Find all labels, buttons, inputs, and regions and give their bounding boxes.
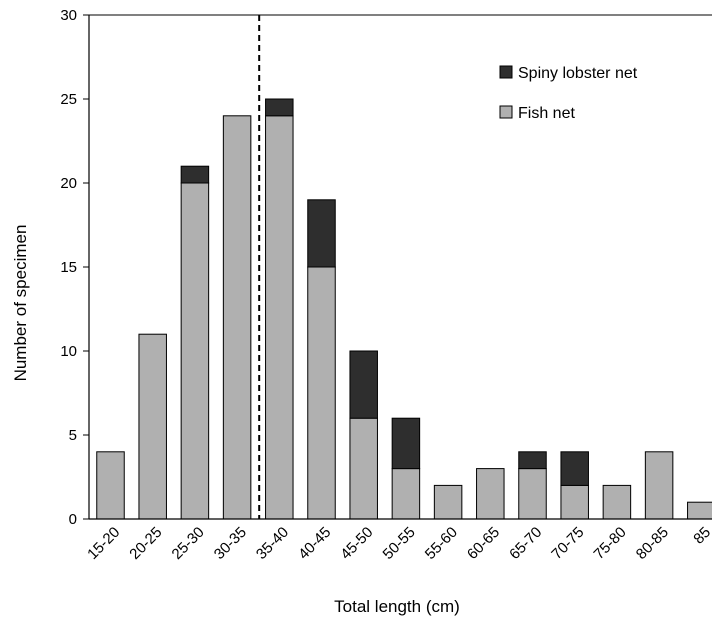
bar-spiny-lobster-net — [307, 199, 336, 268]
x-tick-label: 75-80 — [591, 524, 630, 563]
bars-layer — [96, 98, 712, 520]
x-axis-title: Total length (cm) — [334, 597, 460, 616]
y-axis-ticks: 0 5 10 15 20 25 30 — [60, 7, 89, 528]
y-tick-label: 30 — [60, 7, 77, 24]
bar-fish-net — [560, 484, 589, 520]
bar-spiny-lobster-net — [349, 350, 378, 419]
bar-spiny-lobster-net — [180, 165, 210, 184]
y-tick-label: 0 — [69, 511, 77, 528]
x-tick-label: 25-30 — [169, 524, 208, 563]
legend-swatch — [499, 105, 513, 119]
bar-fish-net — [222, 115, 252, 520]
y-tick-label: 5 — [69, 427, 77, 444]
x-axis-tick-labels: 15-20 20-25 25-30 30-35 35-40 40-45 45-50 50-55… — [84, 524, 712, 563]
x-tick-label: 45-50 — [337, 524, 376, 563]
bar-fish-net — [687, 501, 712, 520]
x-tick-label: 50-55 — [380, 524, 419, 563]
axes-layer — [88, 14, 712, 520]
bar-fish-net — [602, 484, 632, 520]
x-tick-label: 55-60 — [422, 524, 461, 563]
x-tick-label: 70-75 — [548, 524, 587, 563]
bar-fish-net — [476, 468, 505, 520]
y-tick-label: 15 — [60, 259, 77, 276]
bar-fish-net — [265, 115, 294, 520]
bar-spiny-lobster-net — [265, 98, 294, 117]
y-tick-label: 25 — [60, 91, 77, 108]
x-tick-label: 35-40 — [253, 524, 292, 563]
x-tick-label: 20-25 — [126, 524, 165, 563]
bar-spiny-lobster-net — [391, 417, 421, 470]
bar-fish-net — [307, 266, 336, 520]
legend-label: Fish net — [518, 105, 575, 122]
bar-fish-net — [138, 333, 167, 520]
x-tick-label: 15-20 — [84, 524, 123, 563]
x-tick-label: 85 — [690, 524, 712, 548]
bar-fish-net — [391, 468, 421, 520]
y-tick-label: 10 — [60, 343, 77, 360]
bar-fish-net — [518, 468, 547, 520]
bar-spiny-lobster-net — [518, 451, 547, 470]
legend: Spiny lobster net Fish net — [499, 65, 638, 122]
x-tick-label: 80-85 — [633, 524, 672, 563]
legend-swatch — [499, 65, 513, 79]
x-tick-label: 40-45 — [295, 524, 334, 563]
legend-label: Spiny lobster net — [518, 65, 638, 82]
bar-fish-net — [96, 451, 125, 520]
bar-fish-net — [433, 484, 463, 520]
bar-fish-net — [644, 451, 674, 520]
x-tick-label: 30-35 — [211, 524, 250, 563]
y-tick-label: 20 — [60, 175, 77, 192]
bar-fish-net — [180, 182, 210, 520]
y-axis-title: Number of specimen — [11, 225, 30, 382]
x-tick-label: 65-70 — [506, 524, 545, 563]
x-tick-label: 60-65 — [464, 524, 503, 563]
bar-spiny-lobster-net — [560, 451, 589, 486]
bar-fish-net — [349, 417, 378, 520]
